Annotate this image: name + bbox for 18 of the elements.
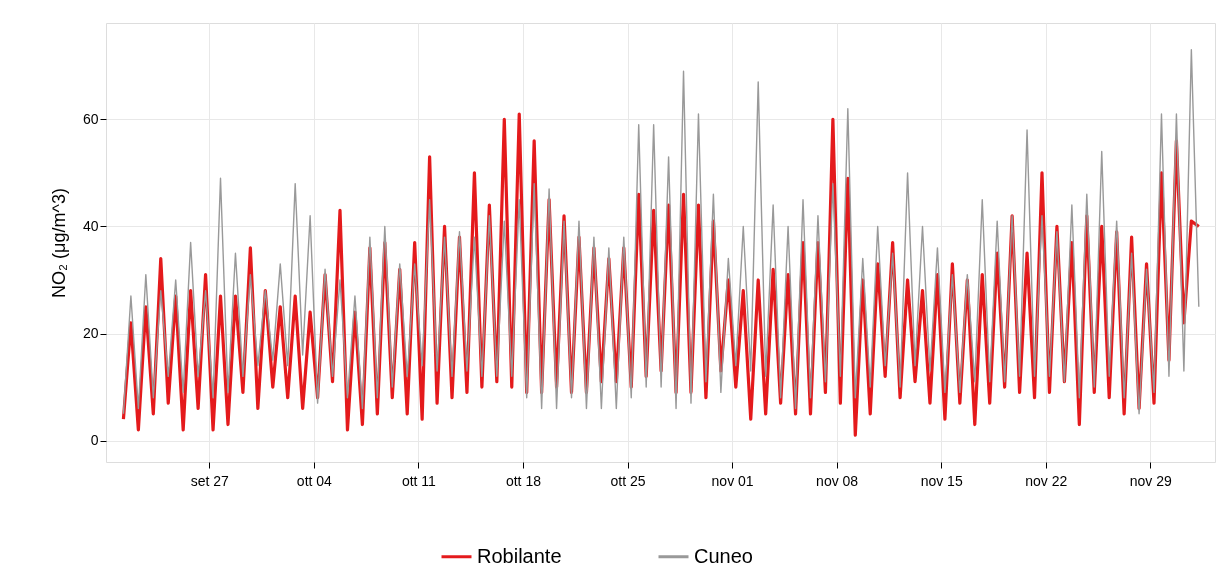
x-tick-label: nov 01: [711, 472, 754, 489]
line-series: [122, 49, 1200, 415]
x-tick-label: set 27: [190, 472, 230, 489]
x-tick-label: ott 18: [505, 472, 542, 489]
x-tick-label: ott 25: [610, 472, 646, 489]
y-tick-label: 60: [82, 110, 99, 127]
x-tick-label: nov 29: [1129, 472, 1172, 489]
x-tick-label: nov 22: [1025, 472, 1068, 489]
x-tick-label: nov 15: [920, 472, 963, 489]
y-tick-label: 0: [90, 432, 99, 449]
x-tick-label: nov 08: [816, 472, 859, 489]
y-axis-title: NO₂ (μg/m^3): [48, 188, 69, 298]
x-tick-label: ott 11: [401, 472, 437, 489]
y-tick-label: 40: [82, 217, 99, 234]
legend-label: Robilante: [477, 544, 562, 566]
x-tick-label: ott 04: [296, 472, 333, 489]
legend-label: Cuneo: [694, 544, 753, 566]
y-tick-label: 20: [82, 325, 99, 342]
